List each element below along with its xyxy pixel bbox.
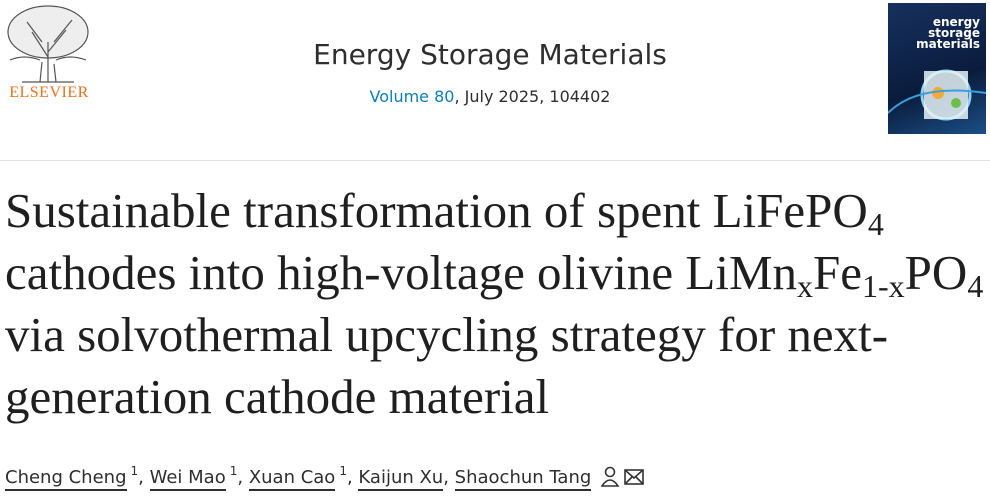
title-text: via solvothermal upcycling strategy for … — [5, 307, 889, 424]
author-separator: , — [346, 466, 359, 488]
cover-title-line: storage — [928, 26, 980, 40]
publisher-name: ELSEVIER — [9, 84, 89, 101]
issue-info: , July 2025, 104402 — [454, 87, 611, 106]
title-text: PO — [904, 245, 968, 300]
article-title: Sustainable transformation of spent LiFe… — [5, 180, 987, 428]
author-separator: , — [138, 466, 150, 488]
affiliation-marker[interactable]: 1 — [339, 463, 347, 478]
title-text: cathodes into high-voltage olivine LiMn — [5, 245, 798, 300]
author-name[interactable]: Xuan Cao — [248, 466, 336, 491]
journal-cover[interactable]: energy storage materials — [888, 3, 986, 134]
title-text: Fe — [813, 245, 863, 300]
title-subscript: x — [797, 268, 814, 304]
title-subscript: 4 — [967, 268, 984, 304]
divider — [0, 160, 990, 161]
journal-title[interactable]: Energy Storage Materials — [313, 38, 667, 71]
affiliation-marker[interactable]: 1 — [130, 463, 139, 478]
author-name[interactable]: Kaijun Xu — [358, 466, 444, 491]
title-subscript: 4 — [867, 206, 884, 242]
volume-link[interactable]: Volume 80 — [369, 87, 455, 106]
author-icons[interactable] — [601, 466, 645, 488]
title-subscript: 1-x — [862, 268, 905, 304]
author-names: Cheng Cheng 1, Wei Mao 1, Xuan Cao 1, Kaiju… — [5, 463, 592, 491]
author-separator: , — [443, 466, 455, 488]
author-name[interactable]: Shaochun Tang — [454, 466, 592, 491]
cover-title: energy storage materials — [916, 15, 980, 51]
cover-title-line: energy — [932, 15, 980, 29]
author-name[interactable]: Cheng Cheng — [5, 466, 127, 491]
author-list: Cheng Cheng 1, Wei Mao 1, Xuan Cao 1, Kaiju… — [5, 463, 645, 491]
author-separator: , — [237, 466, 249, 488]
affiliation-marker[interactable]: 1 — [229, 463, 238, 478]
issue-line: Volume 80, July 2025, 104402 — [200, 87, 780, 106]
author-name[interactable]: Wei Mao — [149, 466, 226, 491]
publisher-logo[interactable] — [2, 2, 94, 106]
cover-art — [888, 69, 986, 121]
cover-title-line: materials — [916, 37, 980, 51]
title-text: Sustainable transformation of spent LiFe… — [5, 183, 868, 238]
